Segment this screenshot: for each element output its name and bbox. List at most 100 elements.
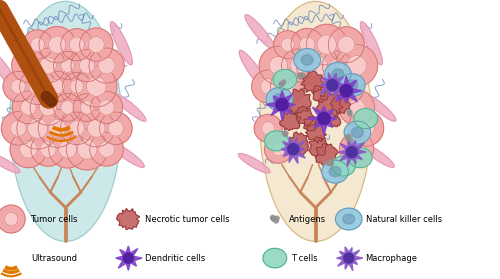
Text: Natural killer cells: Natural killer cells	[366, 215, 442, 223]
Circle shape	[308, 56, 328, 76]
Ellipse shape	[239, 50, 269, 92]
Ellipse shape	[266, 88, 292, 110]
Text: Antigens: Antigens	[289, 215, 326, 223]
Ellipse shape	[343, 214, 354, 224]
Circle shape	[48, 36, 66, 53]
Circle shape	[90, 91, 122, 124]
Circle shape	[326, 162, 330, 165]
Polygon shape	[304, 117, 318, 131]
Circle shape	[330, 59, 344, 73]
Polygon shape	[266, 90, 295, 121]
Polygon shape	[320, 73, 345, 99]
Circle shape	[20, 140, 38, 158]
Circle shape	[90, 133, 124, 166]
Ellipse shape	[332, 69, 344, 79]
Ellipse shape	[336, 208, 362, 230]
Circle shape	[4, 212, 18, 226]
Circle shape	[284, 131, 288, 135]
Polygon shape	[330, 95, 351, 114]
Ellipse shape	[301, 55, 313, 65]
Polygon shape	[280, 110, 300, 131]
Circle shape	[10, 120, 26, 136]
Circle shape	[10, 131, 47, 168]
Circle shape	[280, 82, 284, 86]
Circle shape	[270, 69, 305, 104]
Circle shape	[348, 112, 352, 116]
Polygon shape	[306, 122, 326, 143]
Circle shape	[270, 215, 275, 220]
Circle shape	[259, 46, 298, 85]
Polygon shape	[116, 246, 142, 270]
Circle shape	[296, 45, 339, 86]
Ellipse shape	[344, 121, 370, 144]
Ellipse shape	[260, 1, 372, 241]
Circle shape	[80, 58, 95, 73]
Circle shape	[330, 160, 333, 164]
Ellipse shape	[114, 93, 146, 121]
Polygon shape	[308, 106, 337, 135]
Ellipse shape	[110, 142, 144, 167]
Circle shape	[318, 112, 330, 125]
Circle shape	[20, 100, 36, 115]
Polygon shape	[294, 106, 314, 126]
Circle shape	[262, 122, 275, 135]
Circle shape	[348, 99, 365, 116]
Circle shape	[73, 93, 101, 121]
Circle shape	[17, 107, 58, 149]
Text: Tumor cells: Tumor cells	[30, 215, 78, 223]
Circle shape	[42, 71, 72, 102]
Circle shape	[260, 79, 276, 94]
Circle shape	[89, 48, 124, 83]
Circle shape	[28, 118, 48, 138]
Ellipse shape	[329, 167, 341, 177]
Ellipse shape	[354, 109, 378, 129]
Polygon shape	[316, 90, 343, 117]
Circle shape	[282, 131, 286, 135]
Circle shape	[328, 27, 364, 62]
Circle shape	[346, 136, 350, 140]
Circle shape	[69, 37, 84, 52]
Circle shape	[284, 133, 288, 136]
Ellipse shape	[324, 62, 351, 85]
Circle shape	[20, 57, 36, 74]
Text: Dendritic cells: Dendritic cells	[145, 254, 206, 263]
Circle shape	[298, 73, 302, 77]
Circle shape	[29, 78, 46, 95]
Circle shape	[344, 253, 354, 263]
Circle shape	[0, 205, 25, 233]
Circle shape	[62, 72, 91, 101]
Circle shape	[302, 73, 306, 77]
Circle shape	[269, 56, 287, 75]
Circle shape	[274, 216, 279, 220]
Circle shape	[317, 35, 336, 54]
Polygon shape	[281, 137, 305, 163]
Circle shape	[50, 79, 64, 94]
Circle shape	[347, 134, 351, 138]
Text: Necrotic tumor cells: Necrotic tumor cells	[145, 215, 230, 223]
Circle shape	[58, 140, 76, 158]
Circle shape	[306, 24, 347, 65]
Circle shape	[31, 132, 65, 166]
Ellipse shape	[352, 128, 364, 138]
Circle shape	[49, 131, 86, 168]
Circle shape	[272, 217, 276, 221]
Polygon shape	[313, 84, 329, 103]
Polygon shape	[301, 71, 324, 93]
Circle shape	[349, 138, 353, 142]
Circle shape	[48, 119, 66, 138]
Circle shape	[347, 109, 351, 113]
Ellipse shape	[294, 49, 320, 71]
Circle shape	[69, 121, 84, 136]
Ellipse shape	[338, 74, 365, 97]
Circle shape	[274, 218, 278, 223]
Circle shape	[61, 29, 92, 61]
Circle shape	[124, 253, 134, 263]
Circle shape	[272, 143, 285, 156]
Ellipse shape	[360, 22, 382, 65]
Circle shape	[76, 66, 117, 107]
Circle shape	[70, 80, 84, 93]
Circle shape	[3, 71, 33, 102]
Circle shape	[80, 28, 113, 61]
Ellipse shape	[274, 94, 285, 104]
Ellipse shape	[348, 148, 372, 168]
